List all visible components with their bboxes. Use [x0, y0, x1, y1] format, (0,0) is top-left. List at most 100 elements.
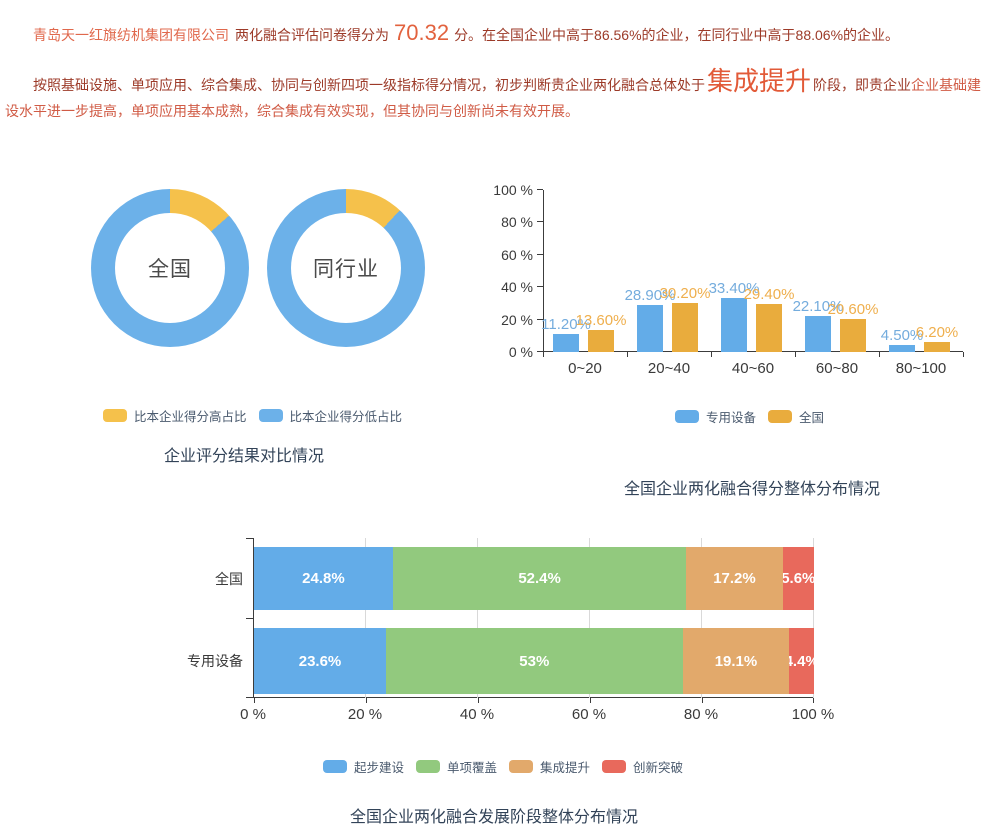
legend-item-集成提升[interactable]: 集成提升	[509, 757, 590, 776]
segment-单项覆盖: 52.4%	[392, 547, 687, 610]
bar-value-label: 20.60%	[827, 301, 879, 318]
donut-center-label: 全国	[148, 258, 192, 281]
legend-item-label: 单项覆盖	[447, 761, 498, 775]
y-axis-tick	[246, 697, 254, 698]
x-axis-tick-label: 80 %	[683, 706, 719, 723]
y-axis-tick	[537, 351, 543, 352]
x-axis-tick	[813, 698, 814, 703]
x-axis-category-label: 80~100	[895, 360, 947, 377]
legend-item-创新突破[interactable]: 创新突破	[602, 757, 683, 776]
bar-value-label: 33.40%	[708, 280, 760, 297]
gridline	[589, 538, 590, 698]
bar-value-label: 28.90%	[624, 287, 676, 304]
segment-创新突破: 5.6%	[782, 547, 814, 610]
stacked-chart-title: 全国企业两化融合发展阶段整体分布情况	[350, 809, 639, 826]
x-axis-tick-label: 60 %	[571, 706, 607, 723]
stage-description-text: 企业基础建设水平进一步提高，单项应用基本成熟，综合集成有效实现，但其协同与创新尚…	[5, 77, 982, 119]
legend-item-比本企业得分低占比[interactable]: 比本企业得分低占比	[258, 406, 402, 425]
legend-item-label: 创新突破	[633, 761, 684, 775]
legend-swatch-icon	[323, 760, 347, 773]
y-axis-tick-label: 20 %	[501, 311, 533, 328]
y-axis-tick	[246, 538, 254, 539]
y-axis-tick-label: 60 %	[501, 246, 533, 263]
stage-intro-text: 按照基础设施、单项应用、综合集成、协同与创新四项一级指标得分情况，初步判断贵企业…	[33, 77, 705, 93]
legend-swatch-icon	[768, 410, 793, 423]
y-axis-tick	[246, 618, 254, 619]
stacked-chart-legend: 起步建设 单项覆盖 集成提升 创新突破	[323, 757, 695, 776]
x-axis-tick	[702, 698, 703, 703]
legend-swatch-icon	[103, 409, 127, 422]
bar-全国-0~20	[588, 330, 614, 352]
bar-chart-plot-area	[543, 190, 963, 352]
x-axis-tick-label: 100 %	[791, 706, 835, 723]
y-axis-tick	[537, 318, 543, 320]
y-axis-tick	[537, 253, 543, 255]
y-axis-tick	[537, 286, 543, 288]
x-axis-tick	[590, 698, 591, 703]
bar-专用设备-0~20	[553, 334, 579, 352]
donut-hole: 同行业	[291, 213, 401, 323]
legend-swatch-icon	[509, 760, 534, 773]
donut-legend: 比本企业得分高占比 比本企业得分低占比	[103, 406, 414, 425]
bar-全国-40~60	[756, 304, 782, 352]
gridline	[365, 538, 366, 698]
segment-value-label: 53%	[519, 652, 550, 670]
legend-swatch-icon	[258, 409, 283, 422]
score-intro-text: 两化融合评估问卷得分为	[235, 27, 389, 43]
gridline	[477, 538, 478, 698]
segment-起步建设: 23.6%	[254, 628, 387, 694]
bar-chart-legend: 专用设备 全国	[675, 407, 836, 426]
donut-national: 全国	[91, 189, 249, 347]
x-axis-category-label: 40~60	[731, 360, 775, 377]
donut-industry: 同行业	[267, 189, 425, 347]
legend-swatch-icon	[675, 410, 699, 423]
legend-item-label: 集成提升	[540, 761, 591, 775]
x-axis-tick	[254, 698, 255, 703]
legend-swatch-icon	[416, 760, 441, 773]
stage-mid-text: 阶段，即贵企业	[813, 77, 912, 93]
gridline	[701, 538, 702, 698]
donut-center-label: 同行业	[313, 258, 379, 281]
donut-chart-title: 企业评分结果对比情况	[164, 448, 325, 465]
segment-集成提升: 19.1%	[682, 628, 790, 694]
stacked-chart-plot-area: 24.8% 52.4% 17.2% 5.6% 23.6% 53% 19.1% 4.4%	[246, 538, 814, 703]
bar-专用设备-20~40	[637, 305, 663, 352]
y-axis-tick-label: 0 %	[508, 344, 533, 360]
bar-全国-20~40	[672, 303, 698, 352]
x-axis-tick	[543, 352, 544, 357]
y-axis-tick	[537, 189, 543, 190]
bar-专用设备-80~100	[889, 345, 915, 352]
bar-value-label: 29.40%	[743, 286, 795, 303]
segment-单项覆盖: 53%	[386, 628, 683, 694]
x-axis-category-label: 20~40	[647, 360, 691, 377]
x-axis-tick-label: 20 %	[347, 706, 383, 723]
segment-value-label: 17.2%	[713, 570, 756, 587]
legend-item-全国[interactable]: 全国	[768, 407, 824, 426]
y-axis-tick-label: 100 %	[493, 182, 533, 198]
legend-item-专用设备[interactable]: 专用设备	[675, 407, 756, 426]
donut-hole: 全国	[115, 213, 225, 323]
legend-item-label: 起步建设	[354, 761, 405, 775]
bar-全国-80~100	[924, 342, 950, 352]
bar-value-label: 13.60%	[575, 312, 627, 329]
bar-chart-title: 全国企业两化融合得分整体分布情况	[624, 481, 881, 498]
legend-item-比本企业得分高占比[interactable]: 比本企业得分高占比	[103, 406, 247, 425]
stage-summary-paragraph: 按照基础设施、单项应用、综合集成、协同与创新四项一级指标得分情况，初步判断贵企业…	[5, 68, 990, 124]
bar-value-label: 4.50%	[880, 327, 924, 344]
score-summary-paragraph: 青岛天一红旗纺机集团有限公司 两化融合评估问卷得分为 70.32 分。在全国企业中高于…	[5, 22, 990, 46]
segment-value-label: 5.6%	[782, 570, 814, 587]
row-category-label: 全国	[215, 570, 243, 587]
x-axis-tick	[795, 352, 796, 357]
x-axis-tick	[963, 352, 964, 357]
y-axis-tick-label: 40 %	[501, 279, 533, 296]
stacked-bar-row-全国: 24.8% 52.4% 17.2% 5.6%	[254, 547, 814, 610]
legend-item-起步建设[interactable]: 起步建设	[323, 757, 404, 776]
x-axis-tick-label: 0 %	[240, 706, 266, 723]
bar-value-label: 22.10%	[792, 298, 844, 315]
x-axis-tick	[879, 352, 880, 357]
segment-value-label: 24.8%	[302, 570, 345, 587]
row-category-label: 专用设备	[187, 653, 243, 669]
score-comparison-text: 分。在全国企业中高于86.56%的企业，在同行业中高于88.06%的企业。	[454, 27, 900, 43]
gridline	[813, 538, 814, 698]
legend-item-单项覆盖[interactable]: 单项覆盖	[416, 757, 497, 776]
